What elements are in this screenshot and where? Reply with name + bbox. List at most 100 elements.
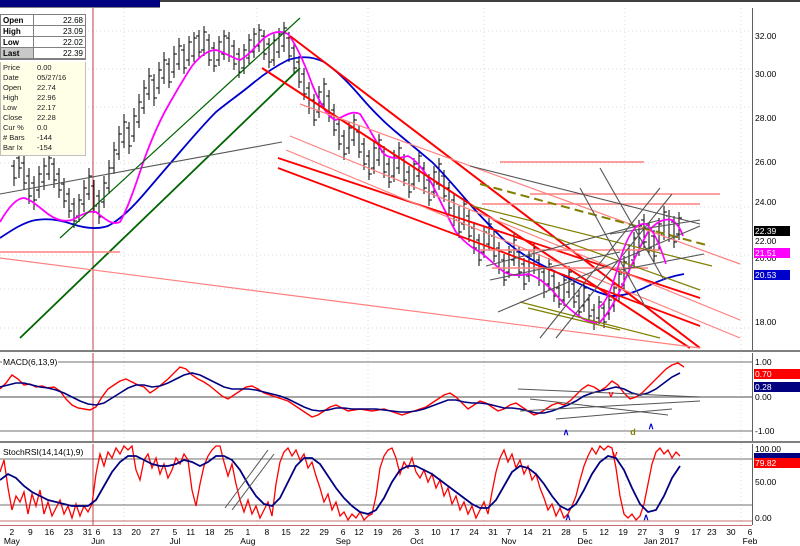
- date-tick: 31: [488, 528, 497, 537]
- horizontal-levels: [0, 161, 720, 269]
- slow-ma-badge[interactable]: 20.53: [754, 270, 790, 280]
- red-descending-channel: [261, 35, 701, 349]
- red-light-channel: [0, 103, 741, 349]
- stochrsi-trendlines: [224, 449, 275, 511]
- cursor-info-value: -144: [37, 133, 53, 142]
- macd-low-mark-2: ∧: [647, 421, 655, 431]
- macd-axis[interactable]: 1.00 0.00 -1.00 0.70 0.28: [752, 353, 800, 441]
- price-tick: 28.00: [755, 113, 777, 123]
- quote-value: 22.02: [34, 37, 85, 48]
- date-tick: 14: [523, 528, 532, 537]
- date-tick-day: 19: [618, 527, 628, 537]
- recent-swing-magenta: [597, 223, 667, 309]
- cursor-info-label: Low: [3, 103, 17, 112]
- date-tick: 5 Jul: [169, 528, 180, 546]
- price-tick: 26.00: [755, 157, 777, 167]
- date-tick: 25: [224, 528, 233, 537]
- cursor-info-row: # Bars -144: [1, 133, 85, 143]
- date-tick-month: Jan 2017: [643, 536, 679, 546]
- quote-label: High: [1, 26, 34, 37]
- date-tick-day: 31: [82, 527, 93, 537]
- stoch-grid: [123, 444, 742, 525]
- price-axis[interactable]: 32.00 30.00 28.00 26.00 24.00 20.00 18.0…: [752, 8, 800, 350]
- date-tick: 9: [675, 528, 680, 537]
- stochrsi-k-badge[interactable]: 79.82: [754, 458, 800, 468]
- date-tick: 5 Dec: [577, 528, 592, 546]
- cursor-info-label: Price: [3, 63, 21, 72]
- macd-panel: MACD(6,13,9): [0, 353, 800, 441]
- date-tick-day: 12: [599, 527, 609, 537]
- price-tick: 24.00: [755, 197, 777, 207]
- cursor-info-label: # Bars: [3, 133, 25, 142]
- date-tick-day: 14: [523, 527, 533, 537]
- macd-line-badge[interactable]: 0.70: [754, 369, 800, 379]
- date-tick: 9: [28, 528, 33, 537]
- cursor-info-value: -154: [37, 143, 53, 152]
- cursor-info-value: 22.28: [37, 113, 56, 122]
- cursor-info-row: High 22.96: [1, 93, 85, 103]
- date-tick-day: 3: [414, 527, 420, 537]
- date-tick-month: May: [3, 536, 20, 546]
- quote-row-last: Last 22.39: [1, 48, 85, 59]
- macd-tick: -1.00: [755, 426, 775, 436]
- macd-tick: 0.00: [755, 392, 772, 402]
- last-price-badge[interactable]: 22.39: [754, 226, 790, 236]
- date-tick: 30: [726, 528, 735, 537]
- stochrsi-d-badge[interactable]: [754, 453, 800, 462]
- date-tick-day: 8: [264, 527, 270, 537]
- stochrsi-indicator-label[interactable]: StochRSI(14,14(1),9): [2, 447, 85, 457]
- date-tick-day: 6: [747, 527, 753, 537]
- date-axis[interactable]: 2 May 9 16 23 31 6 Jun 13 20 27 5 Jul 11 18 25 1 Aug 8 15 22…: [0, 525, 800, 546]
- date-tick: 6 Sep: [336, 528, 351, 546]
- cursor-info-rows: Price 0.00 Date 05/27/16 Open 22.74 High 22.96 L…: [1, 63, 85, 153]
- fast-ma-badge[interactable]: 21.51: [754, 248, 790, 258]
- macd-plot-area[interactable]: [0, 353, 752, 441]
- macd-divergence-mark: d: [630, 427, 636, 437]
- date-tick: 11: [186, 528, 195, 537]
- cursor-info-label: High: [3, 93, 19, 102]
- macd-line: [0, 362, 685, 418]
- cursor-info-row: Open 22.74: [1, 83, 85, 93]
- date-tick-day: 29: [319, 527, 329, 537]
- date-tick: 18: [205, 528, 214, 537]
- cursor-info-value: 0.00: [37, 63, 52, 72]
- macd-signal-badge[interactable]: 0.28: [754, 382, 800, 392]
- date-tick: 15: [281, 528, 290, 537]
- quote-value: 22.68: [34, 15, 85, 26]
- date-tick-day: 3: [658, 527, 664, 537]
- cursor-info-value: 22.74: [37, 83, 56, 92]
- date-tick-day: 23: [707, 527, 717, 537]
- stoch-low-mark-1: ∧: [564, 512, 572, 522]
- date-tick: 22: [300, 528, 309, 537]
- level-badge[interactable]: 22.00: [754, 236, 790, 246]
- macd-indicator-label[interactable]: MACD(6,13,9): [2, 357, 59, 367]
- stoch-tick: 100.00: [755, 444, 781, 454]
- date-tick-day: 10: [431, 527, 441, 537]
- ohlc-bars: [11, 22, 682, 330]
- date-tick: 24: [469, 528, 478, 537]
- cursor-info-row: Price 0.00: [1, 63, 85, 73]
- date-tick: 16: [45, 528, 54, 537]
- quote-label: Open: [1, 15, 34, 26]
- stochrsi-plot-area[interactable]: [0, 444, 752, 525]
- stoch-tick: 0.00: [755, 513, 772, 523]
- date-tick-day: 24: [469, 527, 479, 537]
- date-tick-month: Dec: [577, 536, 593, 546]
- stochrsi-axis[interactable]: 100.00 50.00 0.00 79.82: [752, 444, 800, 525]
- date-tick-day: 31: [488, 527, 498, 537]
- macd-trendlines: [517, 388, 701, 420]
- cursor-info-label: Bar Ix: [3, 143, 23, 152]
- date-tick-day: 26: [392, 527, 402, 537]
- cursor-info-label: Open: [3, 83, 22, 92]
- date-tick-day: 21: [542, 527, 552, 537]
- macd-signal-line: [0, 372, 681, 414]
- cursor-info-label: Cur %: [3, 123, 24, 132]
- quote-box[interactable]: Open 22.68 High 23.09 Low 22.02 Last 22.…: [0, 14, 86, 60]
- quote-row-high: High 23.09: [1, 26, 85, 37]
- date-tick-day: 15: [281, 527, 291, 537]
- quote-label: Last: [1, 48, 34, 59]
- cursor-info-row: Close 22.28: [1, 113, 85, 123]
- date-tick-day: 27: [637, 527, 647, 537]
- price-plot-area[interactable]: [0, 8, 752, 350]
- date-tick-day: 22: [300, 527, 310, 537]
